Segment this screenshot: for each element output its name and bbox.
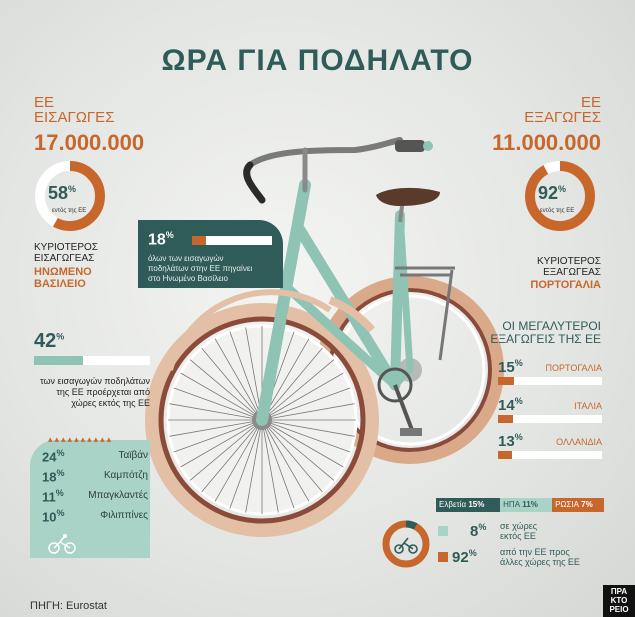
imports-donut-arc <box>35 161 105 231</box>
spoke <box>261 419 335 481</box>
imports-total: 17.000.000 <box>34 130 145 155</box>
spoke <box>189 359 263 421</box>
exports-donut-arc <box>525 161 595 231</box>
uk-share-bar-fill <box>192 236 207 245</box>
spoke <box>201 419 263 493</box>
list-item: 15% ΠΟΡΤΟΓΑΛΙΑ <box>498 358 602 386</box>
top-importer-label-line2: ΕΙΣΑΓΩΓΕΑΣ <box>34 253 95 264</box>
top-exporter-label-line2: ΕΞΑΓΩΓΕΑΣ <box>543 267 601 278</box>
cyclist-icon <box>394 537 418 554</box>
handlebar-icon <box>243 137 403 204</box>
spoke <box>214 419 263 502</box>
cyclist-icon <box>48 534 76 554</box>
imports-label-line2: ΕΙΣΑΓΩΓΕΣ <box>34 109 115 126</box>
outside-eu-swatch <box>438 526 448 536</box>
spoke <box>214 338 263 421</box>
top-importer-country-line1: ΗΝΩΜΕΝΟ <box>34 266 92 278</box>
outside-imports-bar <box>34 356 150 365</box>
exports-donut <box>525 161 595 231</box>
top-exporter-label-line1: ΚΥΡΙΟΤΕΡΟΣ <box>537 256 601 267</box>
spoke <box>173 387 263 421</box>
people-icon: ▴▴▴▴▴▴▴▴▴▴ <box>48 434 114 444</box>
crank-icon <box>377 367 422 436</box>
saddle-icon <box>376 187 440 223</box>
exporter-bar-fill <box>498 451 512 459</box>
spoke <box>261 403 355 421</box>
exporter-bar-fill <box>498 377 514 385</box>
source-countries-panel: ▴▴▴▴▴▴▴▴▴▴ <box>30 434 150 558</box>
uk-share-pct: 18% <box>148 230 174 249</box>
spoke <box>169 419 263 437</box>
uk-share-box: 18% όλων των εισαγωγών ποδηλάτων στην ΕΕ… <box>138 220 283 288</box>
spoke <box>245 419 263 513</box>
spoke <box>261 387 351 421</box>
list-item: 18% Καμπότζη <box>42 468 148 485</box>
destination-russia: ΡΩΣΙΑ 7% <box>552 498 604 512</box>
spoke <box>261 419 310 502</box>
spoke <box>201 347 263 421</box>
largest-exporters-title: ΟΙ ΜΕΓΑΛΥΤΕΡΟΙ ΕΞΑΓΩΓΕΙΣ ΤΗΣ ΕΕ <box>490 319 601 346</box>
spoke <box>229 331 263 421</box>
spoke <box>180 372 263 421</box>
list-item: 10% Φιλιππίνες <box>42 508 148 525</box>
page-title: ΩΡΑ ΓΙΑ ΠΟΔΗΛΑΤΟ <box>161 44 474 77</box>
headlight-icon <box>395 140 433 152</box>
spoke <box>261 419 323 493</box>
destination-usa: ΗΠΑ 11% <box>500 498 553 512</box>
exporter-bar-fill <box>498 415 513 423</box>
outside-imports-bar-fill <box>34 356 83 365</box>
exports-pct-caption: εντός της ΕΕ <box>540 208 575 214</box>
list-item: 13% ΟΛΛΑΝΔΙΑ <box>498 432 602 460</box>
outside-eu-text: σε χώρες εκτός ΕΕ <box>500 521 538 541</box>
exports-total: 11.000.000 <box>492 130 601 155</box>
destinations-donut-arc <box>382 520 430 568</box>
export-destinations-bar: Ελβετία 15% ΗΠΑ 11% ΡΩΣΙΑ 7% <box>436 498 604 512</box>
spoke <box>169 403 263 421</box>
imports-donut <box>35 161 105 231</box>
outside-eu-pct: 8% <box>470 522 487 540</box>
inside-eu-text: από την ΕΕ προς άλλες χώρες της ΕΕ <box>500 547 580 567</box>
imports-pct: 58% <box>48 183 77 203</box>
list-item: 11% Μπαγκλαντές <box>42 488 148 505</box>
spoke <box>261 419 279 513</box>
destinations-donut <box>382 520 430 568</box>
uk-share-text: όλων των εισαγωγών ποδηλάτων στην ΕΕ πηγ… <box>148 254 253 283</box>
rear-rack-icon <box>395 266 455 361</box>
spoke <box>261 419 351 453</box>
exports-label-line1: ΕΕ <box>580 94 601 111</box>
outside-imports-pct: 42% <box>34 330 65 352</box>
spoke <box>173 419 263 453</box>
list-item: 14% ΙΤΑΛΙΑ <box>498 396 602 424</box>
spoke <box>261 419 355 437</box>
imports-label-line1: ΕΕ <box>34 94 55 111</box>
inside-eu-swatch <box>438 552 448 562</box>
spoke <box>261 419 295 509</box>
destination-switzerland: Ελβετία 15% <box>436 498 501 512</box>
spoke <box>261 372 344 421</box>
top-exporter-country: ΠΟΡΤΟΓΑΛΙΑ <box>530 279 601 291</box>
imports-pct-caption: εντός της ΕΕ <box>52 208 87 214</box>
uk-share-bar <box>192 236 272 245</box>
exports-label-line2: ΕΞΑΓΩΓΕΣ <box>524 109 601 126</box>
top-importer-country-line2: ΒΑΣΙΛΕΙΟ <box>34 278 86 290</box>
exports-pct: 92% <box>538 183 567 203</box>
list-item: 24% Ταϊβάν <box>42 448 148 465</box>
spoke <box>261 419 344 468</box>
spoke <box>189 419 263 481</box>
praktoreio-logo: ΠΡΑ ΚΤΟ ΡΕΙΟ <box>603 585 635 617</box>
spoke <box>229 419 263 509</box>
top-importer-label-line1: ΚΥΡΙΟΤΕΡΟΣ <box>34 242 98 253</box>
spoke <box>261 359 335 421</box>
inside-eu-pct: 92% <box>452 548 477 566</box>
spoke <box>261 347 323 421</box>
spoke <box>180 419 263 468</box>
outside-imports-text: των εισαγωγών ποδηλάτων της ΕΕ προέρχετα… <box>40 376 150 408</box>
source-label: ΠΗΓΗ: Eurostat <box>30 600 107 612</box>
